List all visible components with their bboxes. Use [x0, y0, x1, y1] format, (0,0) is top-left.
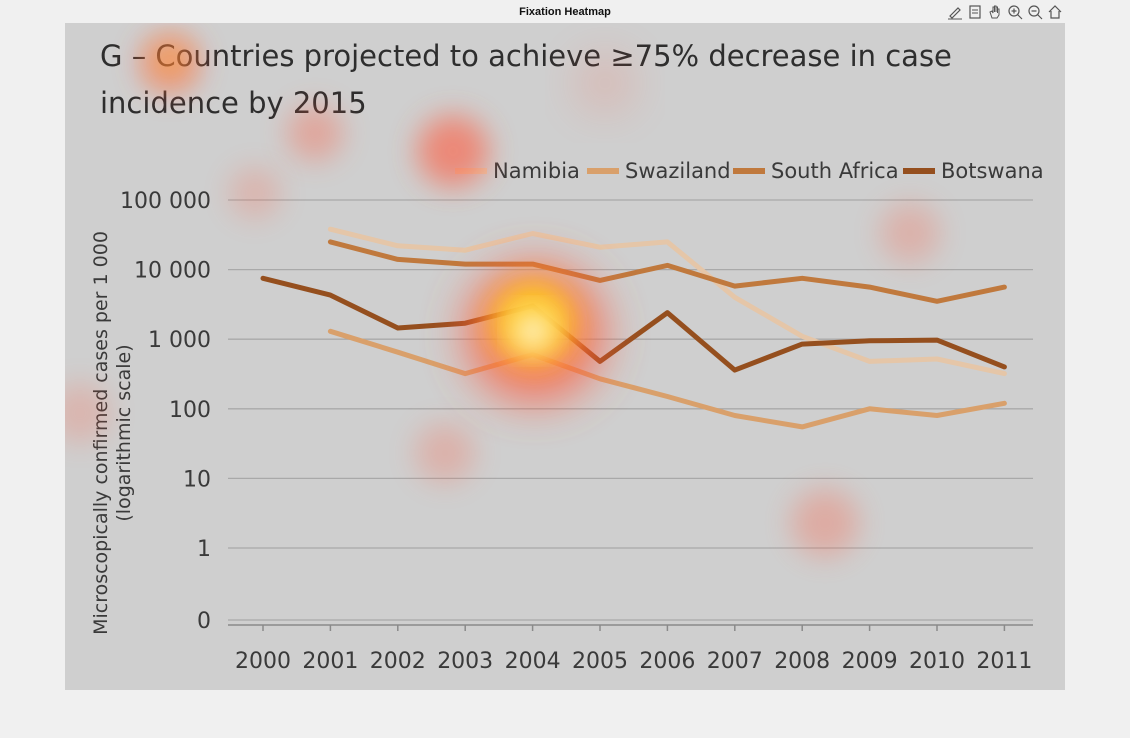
y-tick-label: 1 000 — [148, 328, 211, 353]
chart-canvas: G – Countries projected to achieve ≥75% … — [65, 33, 1044, 674]
brush-tool-button[interactable] — [946, 3, 964, 21]
legend-label: Swaziland — [625, 159, 731, 183]
zoom-out-icon — [1028, 5, 1043, 20]
heat-blob — [417, 115, 489, 187]
heat-blob — [575, 53, 635, 113]
legend: Namibia Swaziland South Africa Botswana — [455, 159, 1044, 183]
axes: 0 1 10 100 1 000 10 000 100 000 2000 2001 2002 200… — [120, 189, 1033, 674]
series-lines — [260, 226, 1007, 430]
data-tips-icon — [969, 5, 981, 19]
y-tick-label: 10 000 — [134, 259, 211, 284]
series-line-swaziland — [327, 328, 1007, 430]
heat-blob — [415, 423, 475, 483]
x-tick-label: 2007 — [707, 649, 763, 674]
x-tick-label: 2009 — [842, 649, 898, 674]
window-title: Fixation Heatmap — [519, 6, 611, 18]
zoom-in-button[interactable] — [1006, 3, 1024, 21]
home-icon — [1048, 5, 1062, 19]
x-tick-label: 2002 — [370, 649, 426, 674]
x-tick-label: 2001 — [302, 649, 358, 674]
x-tick-label: 2010 — [909, 649, 965, 674]
chart-title-line1: G – Countries projected to achieve ≥75% … — [100, 39, 952, 73]
series-line-botswana — [260, 275, 1007, 373]
heat-blob-center — [515, 313, 551, 349]
x-tick-label: 2011 — [976, 649, 1032, 674]
pan-button[interactable] — [986, 3, 1004, 21]
series-line-south-africa — [327, 239, 1007, 304]
y-tick-label: 100 000 — [120, 189, 211, 214]
x-tick-label: 2008 — [774, 649, 830, 674]
legend-label: Namibia — [493, 159, 580, 183]
series-line-namibia — [327, 226, 1007, 377]
data-tips-button[interactable] — [966, 3, 984, 21]
legend-label: South Africa — [771, 159, 899, 183]
fixation-heatmap-overlay — [65, 33, 940, 557]
y-tick-label: 1 — [197, 537, 211, 562]
x-tick-label: 2000 — [235, 649, 291, 674]
y-tick-label: 100 — [169, 398, 211, 423]
home-button[interactable] — [1046, 3, 1064, 21]
x-tick-label: 2005 — [572, 649, 628, 674]
grid-lines — [228, 199, 1033, 621]
heat-blob — [880, 203, 940, 263]
pan-hand-icon — [989, 5, 1000, 19]
y-axis-label-line2: (logarithmic scale) — [113, 344, 135, 521]
zoom-out-button[interactable] — [1026, 3, 1044, 21]
x-tick-label: 2006 — [639, 649, 695, 674]
x-tick-label: 2004 — [505, 649, 561, 674]
legend-label: Botswana — [941, 159, 1044, 183]
figure-toolbar — [946, 3, 1064, 21]
heat-blob — [287, 105, 343, 161]
heat-blob-title — [152, 43, 188, 79]
y-tick-label: 10 — [183, 467, 211, 492]
heat-blob — [65, 383, 110, 443]
heat-blob — [791, 489, 859, 557]
y-tick-label: 0 — [197, 609, 211, 634]
brush-tool-icon — [948, 7, 962, 20]
heatmap-figure: G – Countries projected to achieve ≥75% … — [65, 23, 1065, 690]
x-tick-label: 2003 — [437, 649, 493, 674]
heat-blob — [229, 167, 281, 219]
zoom-in-icon — [1008, 5, 1023, 20]
